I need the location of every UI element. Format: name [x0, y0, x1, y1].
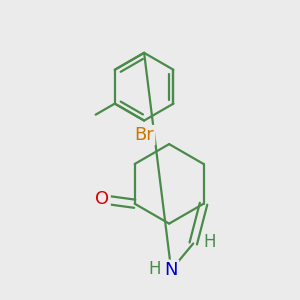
Text: Br: Br — [134, 126, 154, 144]
Text: O: O — [95, 190, 110, 208]
Text: H: H — [149, 260, 161, 278]
Text: N: N — [164, 261, 178, 279]
Text: H: H — [203, 233, 216, 251]
